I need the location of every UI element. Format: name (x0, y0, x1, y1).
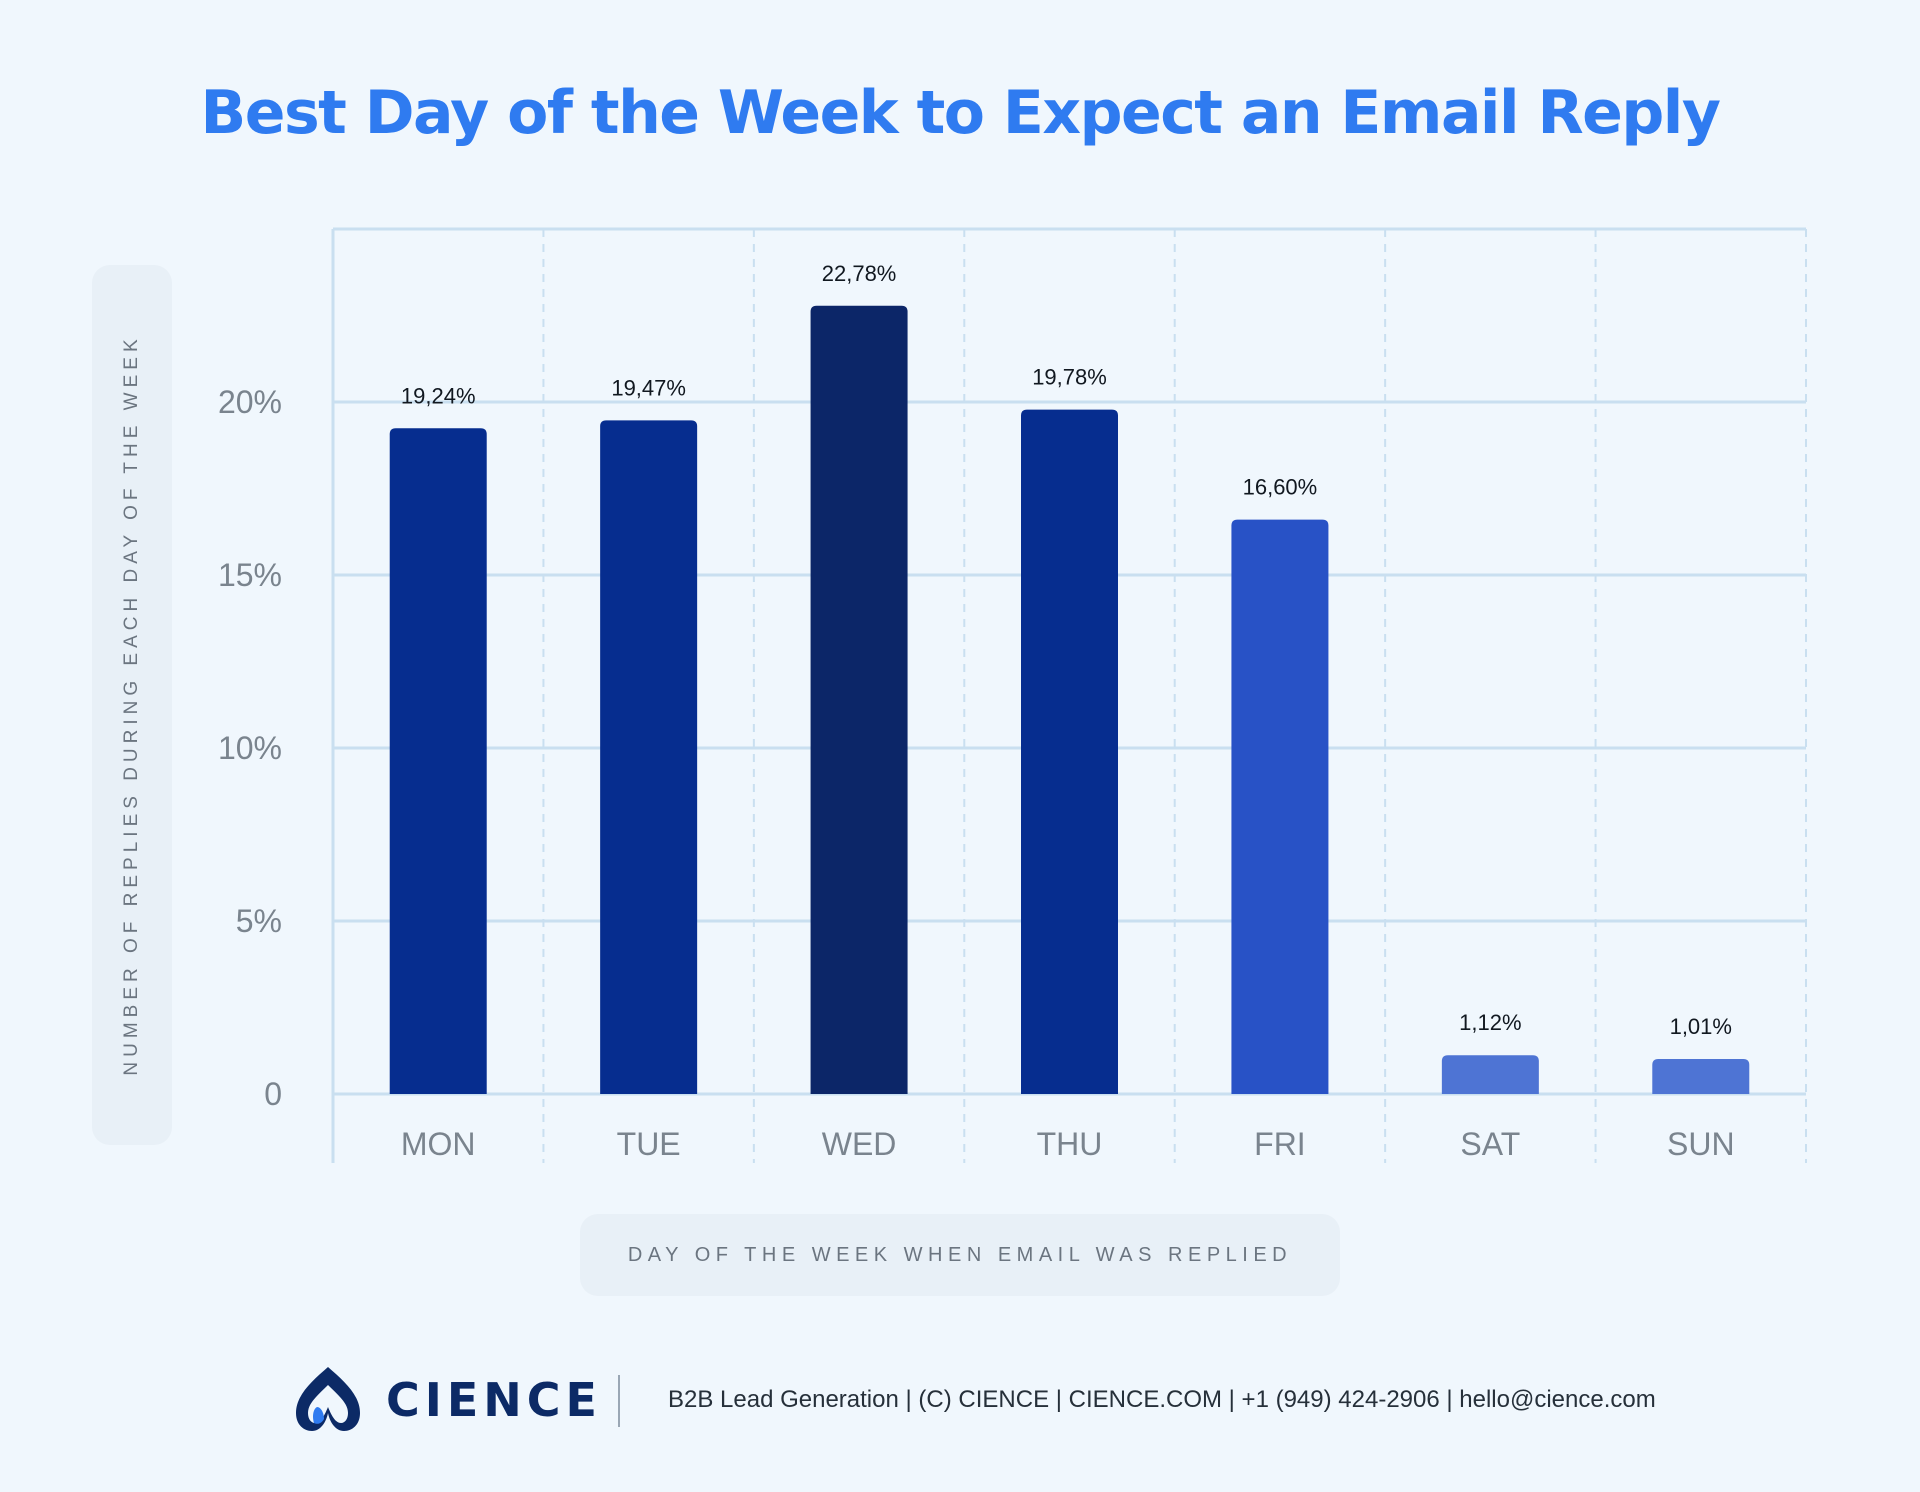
bar-thu (1021, 409, 1118, 1094)
data-label-sat: 1,12% (1459, 1010, 1521, 1035)
bar-fri (1231, 519, 1329, 1094)
data-label-tue: 19,47% (611, 375, 686, 400)
data-label-fri: 16,60% (1243, 475, 1318, 500)
y-tick-label: 15% (218, 557, 282, 593)
footer-info: B2B Lead Generation | (C) CIENCE | CIENC… (668, 1386, 1656, 1413)
data-label-mon: 19,24% (401, 383, 476, 408)
data-label-wed: 22,78% (822, 261, 897, 286)
chart-title: Best Day of the Week to Expect an Email … (200, 78, 1721, 148)
data-label-thu: 19,78% (1032, 365, 1107, 390)
x-tick-label-tue: TUE (617, 1126, 681, 1162)
bar-tue (600, 420, 698, 1094)
footer-logo: CIENCE (290, 1365, 602, 1435)
x-tick-label-thu: THU (1037, 1126, 1103, 1162)
bar-mon (389, 428, 487, 1094)
x-axis-label: DAY OF THE WEEK WHEN EMAIL WAS REPLIED (627, 1243, 1293, 1266)
y-tick-label: 0 (264, 1076, 282, 1112)
x-axis-label-box: DAY OF THE WEEK WHEN EMAIL WAS REPLIED (580, 1214, 1340, 1296)
brand-name: CIENCE (386, 1373, 602, 1427)
x-tick-label-mon: MON (401, 1126, 476, 1162)
x-tick-label-fri: FRI (1254, 1126, 1306, 1162)
y-axis-label-box (92, 265, 172, 1145)
x-tick-label-wed: WED (822, 1126, 897, 1162)
x-tick-label-sun: SUN (1667, 1126, 1735, 1162)
data-label-sun: 1,01% (1670, 1014, 1732, 1039)
y-tick-label: 20% (218, 384, 282, 420)
x-tick-label-sat: SAT (1460, 1126, 1520, 1162)
cience-logo-icon (290, 1363, 366, 1438)
y-tick-label: 10% (218, 730, 282, 766)
bar-sun (1652, 1059, 1750, 1094)
bar-wed (810, 305, 908, 1094)
y-tick-label: 5% (236, 903, 282, 939)
footer-divider (618, 1375, 620, 1427)
bar-sat (1441, 1055, 1539, 1094)
